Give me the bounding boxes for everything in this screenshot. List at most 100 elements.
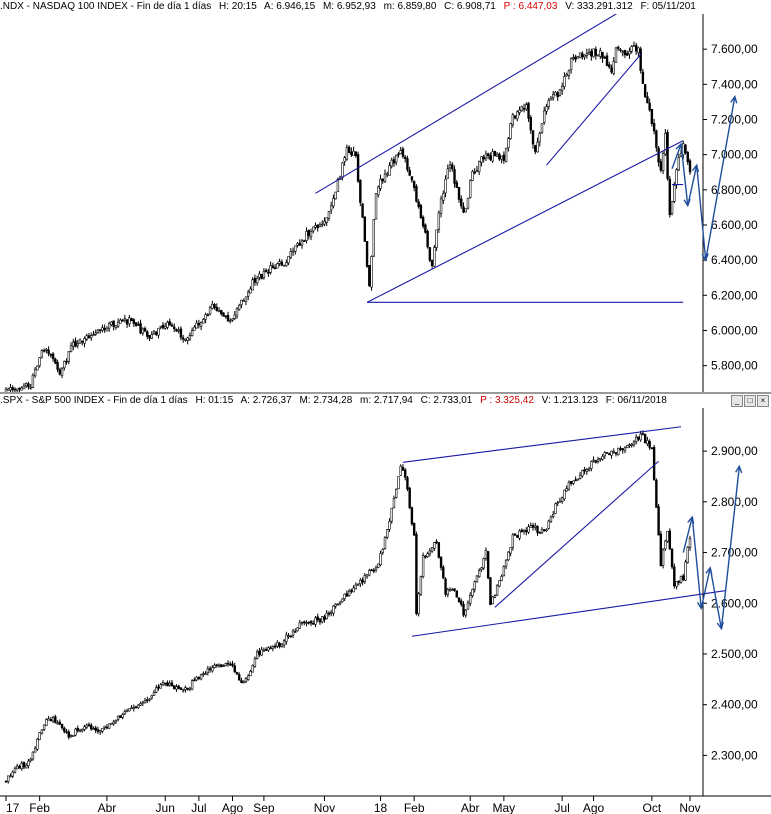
ndx-candle-body (549, 97, 553, 101)
spx-candle-body (603, 452, 606, 457)
spx-candle-body (76, 727, 79, 731)
spx-candle-body (428, 550, 432, 555)
spx-candle-body (596, 458, 600, 462)
ndx-candle-body (49, 354, 53, 356)
spx-candle-body (116, 715, 120, 720)
ndx-projection-arrow[interactable] (696, 165, 707, 261)
spx-candle-body (457, 597, 461, 602)
spx-candle-body (260, 649, 263, 656)
ndx-candle-body (673, 185, 676, 202)
spx-projection-arrow[interactable] (691, 516, 702, 609)
ndx-candle-body (92, 334, 95, 337)
ndx-price-chart[interactable]: 5.800,00 6.000,00 6.200,00 6.400,00 6.600,00… (0, 14, 771, 392)
ndx-candle-body (498, 153, 501, 160)
ndx-candle-body (267, 271, 270, 274)
ndx-cursor-price-label: P : 6.447,03 (503, 1, 558, 12)
spx-candle-body (356, 583, 360, 586)
spx-projection-arrow[interactable] (709, 567, 723, 629)
ndx-candle-body (105, 327, 109, 332)
ndx-candle-body (303, 240, 306, 242)
spx-candle-body (105, 726, 109, 729)
spx-chart-panel[interactable]: .SPX - S&P 500 INDEX - Fin de día 1 días… (0, 394, 771, 814)
ndx-chart-header: .NDX - NASDAQ 100 INDEX - Fin de día 1 d… (0, 0, 771, 14)
restore-button[interactable]: □ (744, 395, 756, 407)
spx-projection-arrow[interactable] (682, 516, 693, 553)
ndx-candle-body (85, 335, 88, 340)
spx-trendline[interactable] (411, 590, 726, 637)
spx-trendline[interactable] (402, 426, 682, 463)
ndx-candle-body (65, 360, 68, 363)
spx-candle-body (90, 724, 93, 730)
ndx-candle-body (507, 138, 510, 148)
ndx-candle-body (489, 155, 492, 160)
ndx-projection-arrow[interactable] (671, 143, 682, 169)
spx-trendline[interactable] (494, 460, 659, 608)
spx-candle-body (688, 537, 692, 548)
spx-candle-body (500, 576, 503, 581)
ndx-candle-body (502, 154, 506, 161)
spx-y-tick-label: 2.300,00 (711, 748, 758, 762)
ndx-candle-body (215, 307, 219, 311)
ndx-candle-body (421, 216, 425, 227)
ndx-projection-arrow[interactable] (705, 96, 736, 261)
spx-candle-body (63, 727, 66, 732)
ndx-candle-body (379, 178, 382, 189)
spx-candle-body (329, 612, 333, 614)
ndx-candle-body (374, 193, 378, 220)
spx-candle-body (655, 479, 658, 508)
spx-x-tick-label: Jun (156, 801, 175, 814)
ndx-projection-arrow[interactable] (680, 144, 689, 206)
ndx-candle-body (157, 327, 160, 336)
spx-projection-arrow[interactable] (700, 567, 711, 609)
spx-x-tick-label: Ago (222, 801, 244, 814)
spx-candle-body (296, 627, 299, 632)
spx-candle-body (585, 469, 589, 472)
spx-candle-body (139, 703, 142, 706)
spx-candle-body (18, 766, 21, 769)
spx-candle-body (336, 603, 340, 606)
ndx-y-tick-label: 6.000,00 (711, 323, 758, 337)
ndx-candle-body (233, 314, 236, 319)
spx-candle-body (188, 687, 192, 690)
spx-candle-body (388, 521, 391, 530)
ndx-candle-body (437, 212, 441, 230)
ndx-trendline[interactable] (546, 54, 642, 166)
spx-candle-body (65, 731, 68, 733)
spx-candle-body (134, 706, 138, 708)
spx-price-chart[interactable]: 2.300,00 2.400,00 2.500,00 2.600,00 2.700,00… (0, 408, 771, 814)
close-button[interactable]: × (757, 395, 769, 407)
spx-candle-body (614, 452, 618, 455)
ndx-y-tick-label: 7.600,00 (711, 42, 758, 56)
panel-divider[interactable] (0, 392, 771, 394)
ndx-candle-body (231, 318, 234, 321)
spx-x-tick-label: Sep (253, 801, 275, 814)
spx-candle-body (242, 681, 245, 684)
spx-candle-body (159, 684, 162, 689)
spx-candle-body (87, 724, 91, 726)
minimize-button[interactable]: _ (731, 395, 743, 407)
ndx-candle-body (585, 53, 589, 56)
ndx-candle-body (455, 182, 458, 188)
ndx-trendline[interactable] (366, 140, 684, 303)
ndx-candle-body (576, 56, 580, 59)
ndx-candle-body (197, 322, 201, 326)
spx-candle-body (556, 502, 559, 505)
spx-candle-body (682, 575, 685, 581)
spx-time-label: H: 01:15 (195, 395, 234, 406)
spx-candle-body (16, 765, 19, 770)
spx-candle-body (60, 723, 64, 729)
ndx-candle-body (220, 310, 223, 315)
spx-candle-body (195, 676, 198, 681)
ndx-chart-panel[interactable]: .NDX - NASDAQ 100 INDEX - Fin de día 1 d… (0, 0, 771, 392)
spx-candle-body (58, 721, 62, 725)
ndx-candle-body (238, 304, 241, 310)
ndx-trendline[interactable] (315, 14, 624, 194)
ndx-time-label: H: 20:15 (218, 1, 257, 12)
spx-candle-body (338, 602, 342, 605)
ndx-candle-body (172, 326, 176, 329)
spx-projection-arrow[interactable] (720, 466, 741, 629)
spx-candle-body (592, 459, 595, 462)
spx-candle-body (448, 589, 452, 591)
spx-candle-body (513, 533, 517, 536)
ndx-projection-arrow[interactable] (687, 165, 698, 206)
